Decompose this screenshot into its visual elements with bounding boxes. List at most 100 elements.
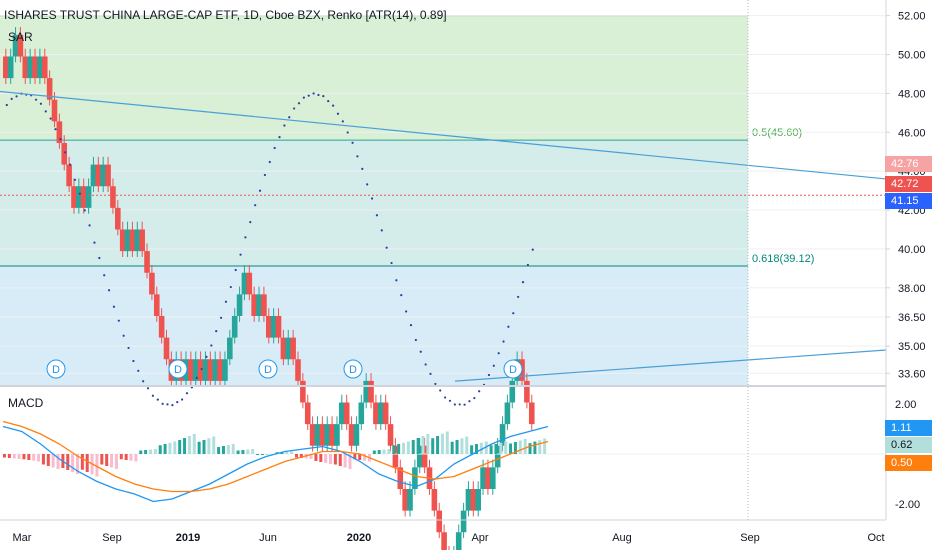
macd-histogram-bar xyxy=(226,445,230,454)
renko-brick xyxy=(334,424,340,446)
renko-brick xyxy=(339,402,345,425)
macd-histogram-bar xyxy=(202,440,206,454)
macd-histogram-bar xyxy=(324,454,328,463)
renko-brick xyxy=(480,467,486,489)
renko-brick xyxy=(387,424,394,446)
renko-brick xyxy=(368,380,374,403)
sar-dot xyxy=(176,401,179,404)
macd-histogram-bar xyxy=(51,454,55,468)
macd-histogram-bar xyxy=(333,454,337,465)
fib-zone-bottom xyxy=(0,266,748,385)
renko-brick xyxy=(504,402,511,425)
macd-histogram-bar xyxy=(382,449,386,454)
macd-histogram-bar xyxy=(168,442,172,454)
dividend-marker xyxy=(168,359,188,379)
macd-histogram-bar xyxy=(129,454,133,461)
sar-dot xyxy=(78,192,81,195)
sar-dot xyxy=(463,403,466,406)
macd-histogram-bar xyxy=(285,451,289,454)
sar-dot xyxy=(492,364,495,367)
sar-dot xyxy=(107,289,111,292)
macd-histogram-bar xyxy=(436,436,440,454)
renko-brick xyxy=(353,424,360,446)
renko-brick xyxy=(528,402,535,425)
renko-brick xyxy=(373,402,379,425)
sar-dot xyxy=(10,97,13,100)
dividend-label: D xyxy=(509,364,517,376)
renko-brick xyxy=(7,56,14,79)
macd-histogram-bar xyxy=(119,454,123,460)
renko-brick xyxy=(455,532,462,550)
renko-brick xyxy=(499,424,506,446)
renko-brick xyxy=(246,272,253,295)
sar-dot xyxy=(219,316,223,319)
sar-dot xyxy=(317,93,320,97)
renko-brick xyxy=(22,56,29,79)
sar-dot xyxy=(34,98,38,101)
macd-histogram-bar xyxy=(392,445,396,454)
renko-brick xyxy=(416,445,423,468)
sar-dot xyxy=(103,274,106,277)
renko-brick xyxy=(407,488,413,511)
y-tick-label: 38.00 xyxy=(898,283,926,295)
x-tick-label: Sep xyxy=(102,532,122,544)
trendline-upper xyxy=(0,90,887,180)
renko-brick xyxy=(217,359,223,381)
renko-brick xyxy=(80,186,87,208)
renko-brick xyxy=(115,207,121,230)
fib-zone-top xyxy=(0,15,748,141)
sar-dot xyxy=(414,338,417,342)
macd-histogram-bar xyxy=(192,434,196,454)
sar-dot xyxy=(88,224,91,227)
renko-brick xyxy=(124,229,131,252)
macd-histogram-bar xyxy=(479,442,483,454)
sar-dot xyxy=(127,346,130,350)
macd-histogram-bar xyxy=(32,454,36,461)
macd-histogram-bar xyxy=(85,454,89,472)
macd-histogram-bar xyxy=(523,439,527,454)
renko-brick xyxy=(265,315,272,338)
macd-histogram-bar xyxy=(431,438,435,454)
renko-brick xyxy=(202,359,209,381)
renko-brick xyxy=(270,315,277,338)
fib-label: 0.5(45.60) xyxy=(752,127,802,139)
fib-label: 0.618(39.12) xyxy=(752,253,814,265)
dividend-label: D xyxy=(174,364,182,376)
x-tick-label: 2019 xyxy=(176,532,200,544)
macd-histogram-bar xyxy=(509,443,513,454)
renko-brick xyxy=(197,359,204,381)
macd-histogram-bar xyxy=(513,442,517,454)
sar-dot xyxy=(161,402,164,405)
macd-histogram-bar xyxy=(475,444,479,454)
macd-histogram-bar xyxy=(504,441,508,454)
sar-dot xyxy=(370,197,374,200)
renko-brick xyxy=(421,445,428,468)
sar-dot xyxy=(502,340,505,343)
sar-dot xyxy=(268,160,271,164)
renko-brick xyxy=(377,402,384,425)
renko-brick xyxy=(392,445,399,468)
sar-dot xyxy=(146,387,150,390)
sar-dot xyxy=(448,399,452,402)
macd-line xyxy=(2,425,549,503)
x-tick-label: Oct xyxy=(867,532,884,544)
macd-histogram-bar xyxy=(95,454,99,477)
macd-histogram-bar xyxy=(421,436,425,454)
sar-dot xyxy=(424,363,427,366)
renko-brick xyxy=(134,229,141,252)
macd-histogram-bar xyxy=(217,447,221,454)
renko-brick xyxy=(319,424,326,446)
macd-histogram-bar xyxy=(353,454,357,460)
y-tick-label: 36.50 xyxy=(898,312,926,324)
sar-dot xyxy=(521,281,525,284)
renko-brick xyxy=(188,359,194,381)
sar-dot xyxy=(59,138,62,141)
renko-brick xyxy=(212,359,219,381)
sar-dot xyxy=(151,394,154,397)
sar-dot xyxy=(229,285,232,289)
renko-brick xyxy=(90,164,97,187)
macd-histogram-bar xyxy=(144,450,148,454)
dividend-marker xyxy=(258,359,278,379)
macd-histogram-bar xyxy=(440,433,444,454)
